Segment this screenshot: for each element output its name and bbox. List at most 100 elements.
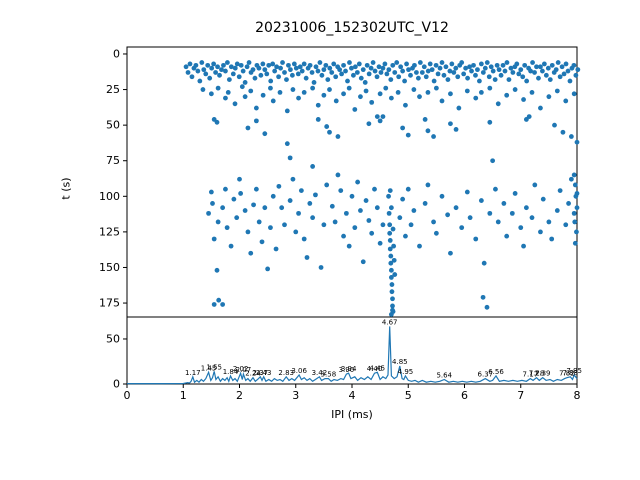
- scatter-point: [439, 98, 445, 104]
- scatter-point: [565, 68, 571, 74]
- scatter-point: [445, 77, 451, 82]
- scatter-point: [571, 172, 577, 178]
- scatter-point: [532, 182, 538, 188]
- scatter-point: [484, 304, 490, 310]
- scatter-point: [282, 222, 287, 228]
- peak-annotation: 7.28: [529, 370, 545, 378]
- scatter-point: [396, 74, 402, 80]
- scatter-point: [509, 210, 515, 216]
- scatter-point: [574, 139, 580, 145]
- scatter-point: [467, 215, 473, 221]
- scatter-point: [528, 68, 533, 74]
- peak-annotation: 2.83: [278, 369, 294, 377]
- x-tick-label: 1: [180, 389, 187, 402]
- scatter-point: [559, 64, 565, 70]
- scatter-point: [276, 183, 282, 189]
- scatter-point: [195, 68, 201, 74]
- scatter-point: [232, 101, 238, 107]
- scatter-point: [288, 67, 293, 73]
- peak-annotation: 4.40: [367, 365, 383, 373]
- scatter-point: [502, 68, 508, 74]
- scatter-point: [464, 88, 470, 94]
- scatter-point: [566, 201, 571, 206]
- peak-annotation: 7.39: [535, 370, 551, 378]
- scatter-point: [455, 74, 461, 80]
- scatter-point: [547, 77, 553, 82]
- scatter-point: [495, 219, 501, 225]
- scatter-point: [185, 70, 191, 75]
- scatter-point: [286, 62, 291, 68]
- scatter-point: [211, 61, 217, 67]
- scatter-point: [323, 62, 329, 68]
- scatter-point: [534, 64, 539, 70]
- scatter-point: [183, 64, 189, 70]
- scatter-point: [478, 198, 484, 203]
- peak-annotation: 6.56: [488, 368, 504, 376]
- scatter-point: [221, 62, 226, 68]
- scatter-point: [400, 196, 406, 202]
- scatter-point: [208, 189, 214, 195]
- scatter-point: [256, 219, 262, 225]
- scatter-point: [561, 71, 567, 77]
- scatter-point: [346, 243, 352, 249]
- scatter-point: [573, 72, 579, 78]
- scatter-point: [248, 88, 254, 94]
- scatter-point: [554, 88, 560, 94]
- frequency-line: [127, 326, 578, 385]
- peak-annotation: 3.58: [321, 371, 337, 379]
- scatter-point: [369, 230, 375, 236]
- scatter-point: [187, 61, 193, 67]
- scatter-point: [239, 84, 245, 90]
- x-tick-label: 7: [517, 389, 524, 402]
- scatter-point: [279, 205, 285, 211]
- scatter-point: [253, 105, 259, 111]
- peak-annotation: 3.94: [341, 365, 357, 373]
- scatter-point: [573, 193, 579, 199]
- x-tick-label: 0: [124, 389, 131, 402]
- scatter-point: [443, 64, 449, 70]
- peak-annotation: 6.37: [478, 371, 494, 379]
- scatter-point: [439, 60, 445, 65]
- peak-annotation: 1.55: [206, 363, 222, 371]
- scatter-point: [224, 225, 230, 231]
- scatter-point: [268, 225, 273, 231]
- scatter-point: [563, 98, 569, 104]
- scatter-point: [214, 267, 220, 273]
- scatter-point: [307, 201, 313, 206]
- scatter-point: [339, 71, 344, 77]
- scatter-point: [572, 182, 578, 188]
- scatter-point: [405, 186, 411, 192]
- scatter-point: [532, 70, 537, 75]
- peak-annotation: 7.88: [562, 369, 578, 377]
- scatter-point: [251, 202, 256, 208]
- scatter-point: [265, 266, 271, 272]
- scatter-point: [333, 74, 339, 80]
- scatter-point: [473, 95, 479, 101]
- scatter-point: [524, 78, 530, 84]
- scatter-point: [290, 87, 296, 92]
- scatter-point: [448, 91, 453, 97]
- scatter-point: [189, 74, 195, 80]
- scatter-point: [571, 210, 577, 216]
- scatter-point: [304, 255, 310, 260]
- scatter-point: [574, 205, 580, 211]
- scatter-point: [435, 71, 441, 77]
- scatter-point: [230, 71, 236, 77]
- scatter-point: [310, 85, 316, 91]
- scatter-point: [431, 78, 437, 84]
- scatter-point: [276, 74, 281, 80]
- scatter-point: [487, 119, 493, 125]
- scatter-point: [388, 275, 394, 280]
- scatter-point: [253, 186, 259, 192]
- y-tick-label: 175: [99, 297, 120, 310]
- scatter-point: [228, 243, 234, 249]
- scatter-point: [296, 95, 301, 101]
- scatter-point: [232, 65, 238, 71]
- scatter-point: [389, 289, 395, 295]
- scatter-point: [245, 229, 251, 235]
- scatter-point: [461, 71, 467, 77]
- scatter-point: [388, 267, 394, 273]
- scatter-point: [252, 75, 258, 81]
- scatter-point: [321, 92, 327, 98]
- scatter-point: [388, 260, 394, 266]
